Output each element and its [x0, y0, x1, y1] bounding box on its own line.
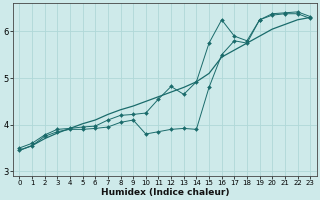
X-axis label: Humidex (Indice chaleur): Humidex (Indice chaleur) — [100, 188, 229, 197]
